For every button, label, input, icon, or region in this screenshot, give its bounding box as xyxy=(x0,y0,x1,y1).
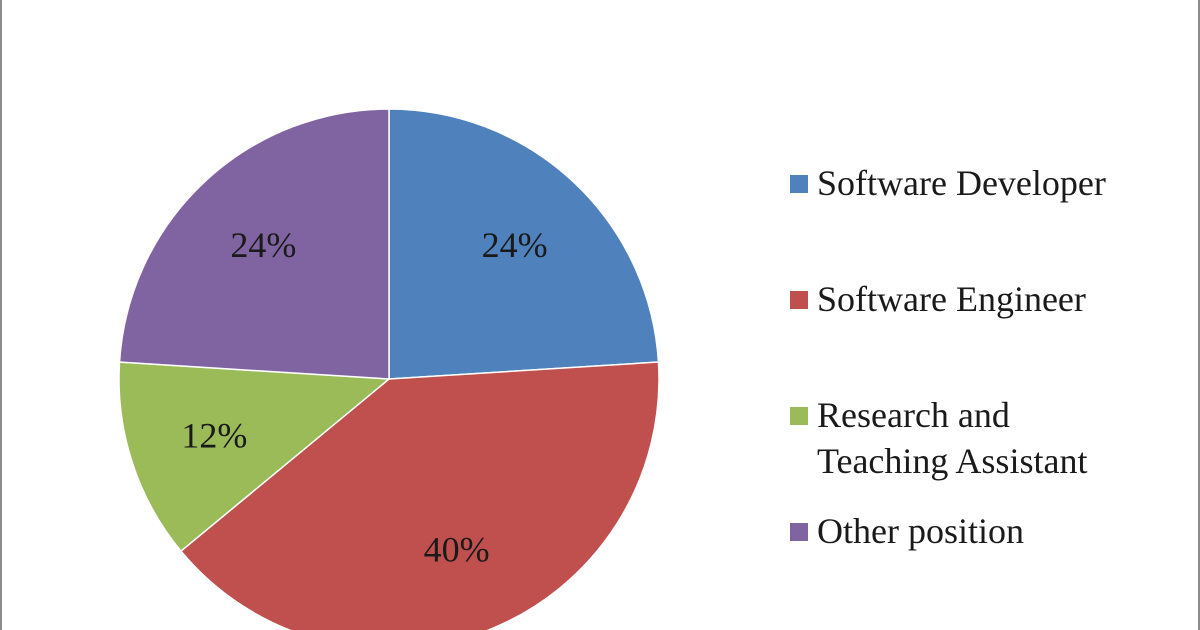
legend-swatch-software-engineer xyxy=(790,291,808,309)
pie-slice-other-position xyxy=(118,108,390,380)
legend-swatch-software-developer xyxy=(790,175,808,193)
data-label-software-developer: 24% xyxy=(482,225,548,265)
pie-slice-software-engineer xyxy=(179,361,660,630)
legend-label-software-engineer: Software Engineer xyxy=(817,279,1086,319)
data-label-other-position: 24% xyxy=(230,225,296,265)
legend-item-other-position: Other position xyxy=(790,508,1190,554)
legend-label-other-position: Other position xyxy=(817,511,1024,551)
legend-swatch-research-teaching-assistant xyxy=(790,407,808,425)
legend-swatch-other-position xyxy=(790,523,808,541)
pie-data-labels: 24% 40% 12% 24% xyxy=(181,225,547,570)
legend-label-software-developer: Software Developer xyxy=(817,163,1106,203)
pie-slice-research-and-teaching-assistant xyxy=(118,361,391,553)
data-label-software-engineer: 40% xyxy=(424,530,490,570)
legend-item-research-teaching-assistant: Research and Teaching Assistant xyxy=(790,392,1190,484)
pie-slices xyxy=(118,108,660,630)
legend-label-research-teaching-assistant: Research and Teaching Assistant xyxy=(817,395,1088,481)
pie-slice-software-developer xyxy=(388,108,660,380)
data-label-research-and-teaching-assistant: 12% xyxy=(181,416,247,456)
legend-item-software-developer: Software Developer xyxy=(790,160,1190,206)
legend-item-software-engineer: Software Engineer xyxy=(790,276,1190,322)
